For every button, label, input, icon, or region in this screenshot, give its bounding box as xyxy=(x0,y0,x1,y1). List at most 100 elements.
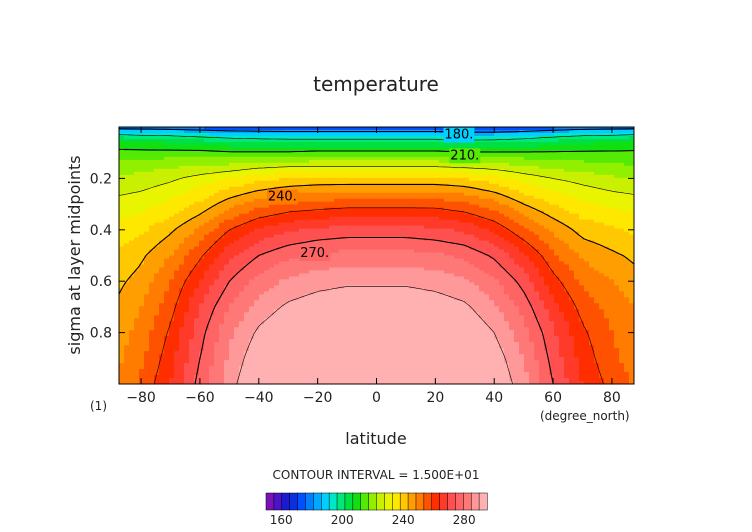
heatmap-cell xyxy=(544,222,550,227)
heatmap-cell xyxy=(194,168,200,173)
heatmap-cell xyxy=(144,231,150,236)
heatmap-cell xyxy=(219,156,225,161)
heatmap-cell xyxy=(394,171,400,176)
heatmap-cell xyxy=(469,144,475,149)
heatmap-cell xyxy=(269,270,275,275)
heatmap-cell xyxy=(589,219,595,224)
heatmap-cell xyxy=(429,174,435,179)
heatmap-cell xyxy=(364,228,370,233)
heatmap-cell xyxy=(389,267,395,272)
heatmap-cell xyxy=(279,204,285,209)
heatmap-cell xyxy=(424,246,430,251)
heatmap-cell xyxy=(379,240,385,245)
heatmap-cell xyxy=(184,192,190,197)
heatmap-cell xyxy=(319,243,325,248)
heatmap-cell xyxy=(539,225,545,230)
heatmap-cell xyxy=(579,216,585,221)
heatmap-cell xyxy=(164,195,170,200)
heatmap-cell xyxy=(424,258,430,263)
heatmap-cell xyxy=(424,127,430,131)
heatmap-cell xyxy=(414,153,420,158)
heatmap-cell xyxy=(374,147,380,152)
heatmap-cell xyxy=(249,135,255,140)
heatmap-cell xyxy=(594,132,600,137)
heatmap-cell xyxy=(539,195,545,200)
heatmap-cell xyxy=(324,186,330,191)
heatmap-cell xyxy=(354,201,360,206)
heatmap-cell xyxy=(419,255,425,260)
heatmap-cell xyxy=(289,162,295,167)
heatmap-cell xyxy=(379,243,385,248)
heatmap-cell xyxy=(594,243,600,248)
heatmap-cell xyxy=(234,141,240,146)
heatmap-cell xyxy=(164,138,170,143)
heatmap-cell xyxy=(374,159,380,164)
heatmap-cell xyxy=(549,195,555,200)
heatmap-cell xyxy=(504,210,510,215)
heatmap-cell xyxy=(314,177,320,182)
heatmap-cell xyxy=(304,180,310,185)
heatmap-cell xyxy=(424,165,430,170)
heatmap-cell xyxy=(314,192,320,197)
heatmap-cell xyxy=(144,174,150,179)
heatmap-cell xyxy=(259,165,265,170)
heatmap-cell xyxy=(484,261,490,266)
heatmap-cell xyxy=(319,150,325,155)
heatmap-cell xyxy=(224,127,230,131)
heatmap-cell xyxy=(614,216,620,221)
heatmap-cell xyxy=(559,168,565,173)
heatmap-cell xyxy=(169,240,175,245)
heatmap-cell xyxy=(294,204,300,209)
heatmap-cell xyxy=(204,246,210,251)
heatmap-cell xyxy=(589,135,595,140)
heatmap-cell xyxy=(169,159,175,164)
heatmap-cell xyxy=(574,171,580,176)
heatmap-cell xyxy=(624,180,630,185)
heatmap-cell xyxy=(139,141,145,146)
heatmap-cell xyxy=(534,222,540,227)
heatmap-cell xyxy=(384,127,390,131)
heatmap-cell xyxy=(189,234,195,239)
heatmap-cell xyxy=(224,267,230,272)
heatmap-cell xyxy=(399,174,405,179)
heatmap-cell xyxy=(499,174,505,179)
heatmap-cell xyxy=(509,168,515,173)
heatmap-cell xyxy=(579,162,585,167)
heatmap-cell xyxy=(584,165,590,170)
heatmap-cell xyxy=(284,219,290,224)
heatmap-cell xyxy=(194,237,200,242)
heatmap-cell xyxy=(629,180,634,185)
heatmap-cell xyxy=(209,132,215,137)
heatmap-cell xyxy=(594,240,600,245)
heatmap-cell xyxy=(349,255,355,260)
heatmap-cell xyxy=(489,156,495,161)
heatmap-cell xyxy=(504,201,510,206)
heatmap-cell xyxy=(204,186,210,191)
heatmap-cell xyxy=(164,171,170,176)
heatmap-cell xyxy=(629,144,634,149)
heatmap-cell xyxy=(409,222,415,227)
heatmap-cell xyxy=(234,177,240,182)
heatmap-cell xyxy=(189,267,195,272)
heatmap-cell xyxy=(134,240,140,245)
heatmap-cell xyxy=(344,225,350,230)
heatmap-cell xyxy=(469,228,475,233)
heatmap-cell xyxy=(524,204,530,209)
heatmap-cell xyxy=(409,258,415,263)
heatmap-cell xyxy=(364,153,370,158)
heatmap-cell xyxy=(559,129,565,134)
heatmap-cell xyxy=(544,162,550,167)
heatmap-cell xyxy=(584,171,590,176)
heatmap-cell xyxy=(184,135,190,140)
heatmap-cell xyxy=(454,174,460,179)
heatmap-cell xyxy=(364,237,370,242)
heatmap-cell xyxy=(609,162,615,167)
heatmap-cell xyxy=(239,159,245,164)
heatmap-cell xyxy=(334,141,340,146)
heatmap-cell xyxy=(509,207,515,212)
heatmap-cell xyxy=(144,168,150,173)
heatmap-cell xyxy=(374,210,380,215)
heatmap-cell xyxy=(224,144,230,149)
heatmap-cell xyxy=(339,225,345,230)
heatmap-cell xyxy=(304,174,310,179)
